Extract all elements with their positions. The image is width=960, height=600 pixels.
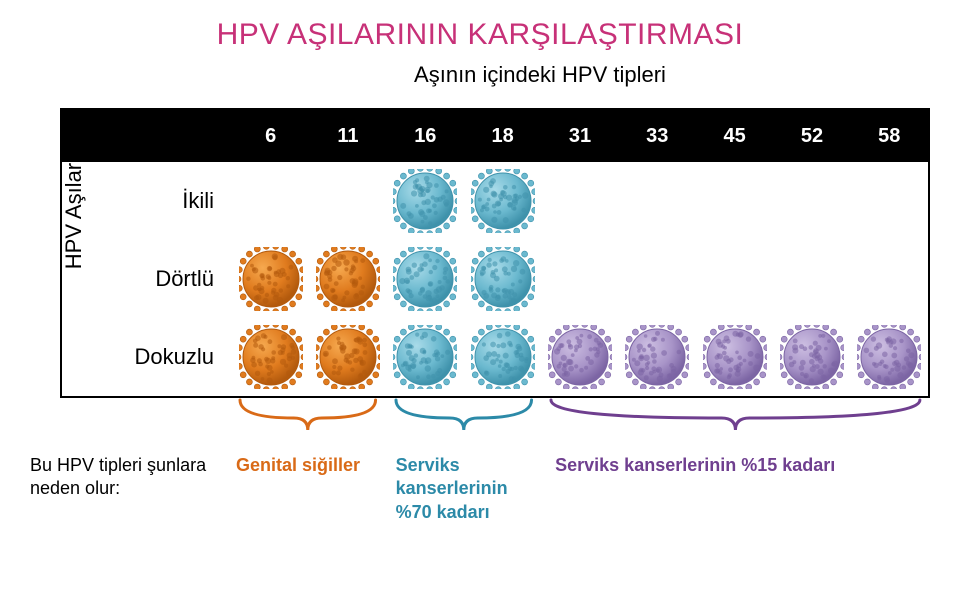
virus-icon — [471, 247, 535, 311]
coverage-cell — [696, 240, 773, 318]
virus-icon — [703, 325, 767, 389]
coverage-cell — [851, 240, 928, 318]
coverage-cell — [541, 318, 618, 396]
group-brackets — [230, 398, 930, 438]
coverage-cell — [851, 318, 928, 396]
coverage-cell — [619, 318, 696, 396]
hpv-type-header: 58 — [851, 125, 928, 148]
virus-icon — [780, 325, 844, 389]
virus-icon — [471, 325, 535, 389]
cause-label: Serviks kanserlerinin %15 kadarı — [549, 454, 930, 524]
group-bracket — [236, 398, 380, 430]
coverage-cell — [851, 162, 928, 240]
vaccine-name: Dörtlü — [62, 266, 232, 292]
vaccine-row: İkili — [62, 162, 928, 240]
coverage-cell — [309, 162, 386, 240]
coverage-cell — [773, 162, 850, 240]
vaccine-row: Dokuzlu — [62, 318, 928, 396]
coverage-cell — [387, 318, 464, 396]
column-header-title: Aşının içindeki HPV tipleri — [120, 62, 960, 88]
coverage-cell — [387, 240, 464, 318]
hpv-type-header: 45 — [696, 125, 773, 148]
coverage-cell — [696, 318, 773, 396]
coverage-cell — [464, 162, 541, 240]
virus-icon — [316, 325, 380, 389]
hpv-type-header: 18 — [464, 125, 541, 148]
coverage-cell — [232, 240, 309, 318]
virus-icon — [625, 325, 689, 389]
hpv-type-header: 33 — [619, 125, 696, 148]
coverage-cell — [232, 318, 309, 396]
virus-icon — [471, 169, 535, 233]
coverage-cell — [773, 240, 850, 318]
coverage-cell — [464, 318, 541, 396]
hpv-type-header: 11 — [309, 125, 386, 148]
comparison-chart: 61116183133455258 İkili Dörtlü — [60, 108, 930, 438]
hpv-type-header-row: 61116183133455258 — [62, 110, 928, 162]
vaccine-name: Dokuzlu — [62, 344, 232, 370]
coverage-cell — [619, 162, 696, 240]
group-bracket — [547, 398, 924, 430]
coverage-cell — [773, 318, 850, 396]
hpv-type-header: 16 — [387, 125, 464, 148]
hpv-type-header: 31 — [541, 125, 618, 148]
virus-icon — [548, 325, 612, 389]
hpv-type-header: 6 — [232, 125, 309, 148]
coverage-cell — [387, 162, 464, 240]
coverage-cell — [309, 240, 386, 318]
coverage-cell — [309, 318, 386, 396]
hpv-type-header: 52 — [773, 125, 850, 148]
coverage-cell — [464, 240, 541, 318]
cause-label: Genital siğiller — [230, 454, 390, 524]
virus-icon — [239, 247, 303, 311]
coverage-cell — [696, 162, 773, 240]
vaccine-row: Dörtlü — [62, 240, 928, 318]
virus-icon — [316, 247, 380, 311]
cause-labels-row: Bu HPV tipleri şunlara neden olur: Genit… — [30, 450, 930, 524]
coverage-cell — [232, 162, 309, 240]
comparison-table: 61116183133455258 İkili Dörtlü — [60, 108, 930, 398]
group-bracket — [392, 398, 536, 430]
vaccine-name: İkili — [62, 188, 232, 214]
virus-icon — [393, 169, 457, 233]
virus-icon — [393, 247, 457, 311]
cause-lead-text: Bu HPV tipleri şunlara neden olur: — [30, 454, 230, 524]
coverage-cell — [541, 162, 618, 240]
virus-icon — [857, 325, 921, 389]
cause-label: Serviks kanserlerinin %70 kadarı — [390, 454, 550, 524]
main-title: HPV AŞILARININ KARŞILAŞTIRMASI — [0, 0, 960, 62]
coverage-cell — [619, 240, 696, 318]
coverage-cell — [541, 240, 618, 318]
virus-icon — [239, 325, 303, 389]
virus-icon — [393, 325, 457, 389]
